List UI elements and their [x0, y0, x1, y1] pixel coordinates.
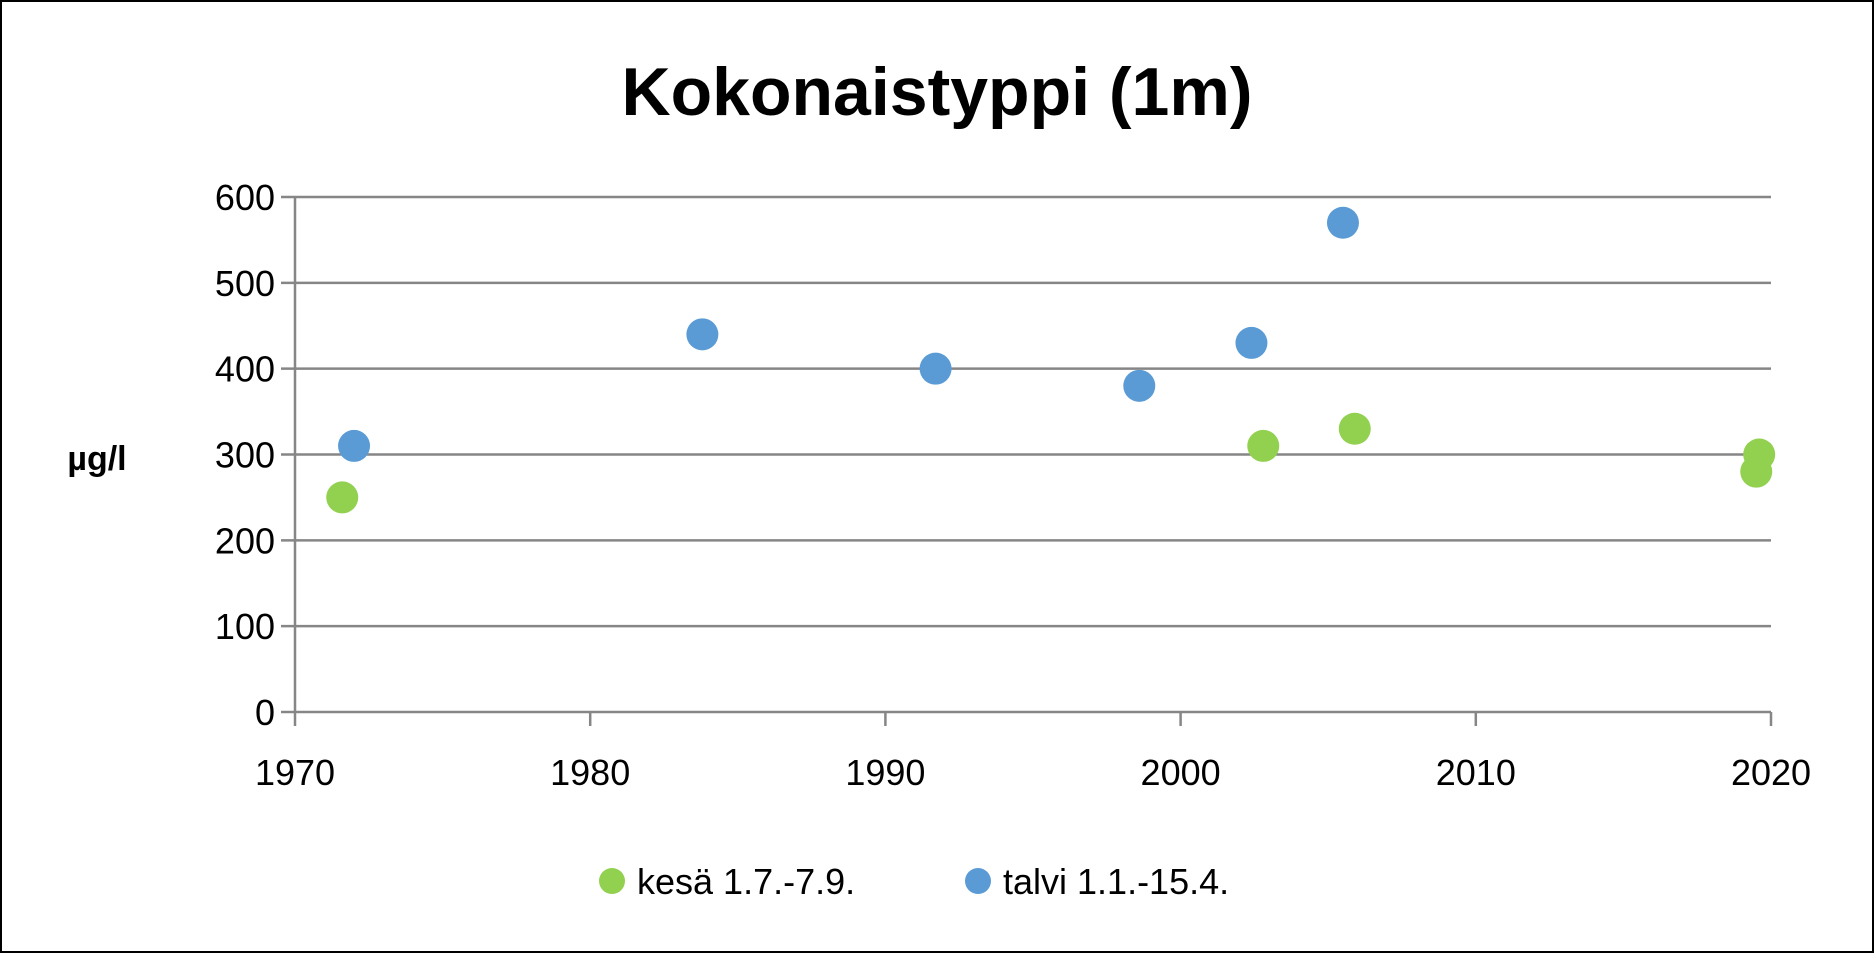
- data-point: [326, 481, 359, 514]
- legend-marker: [599, 868, 625, 894]
- data-point: [1123, 369, 1156, 402]
- x-tick-label: 2010: [1436, 752, 1516, 793]
- data-point: [1740, 455, 1773, 488]
- y-tick-label: 100: [215, 606, 275, 647]
- legend-label: kesä 1.7.-7.9.: [637, 861, 855, 902]
- data-point: [1326, 206, 1359, 239]
- data-point: [1235, 326, 1268, 359]
- y-axis-label: µg/l: [67, 440, 126, 478]
- y-tick-label: 300: [215, 435, 275, 476]
- x-tick-label: 2000: [1141, 752, 1221, 793]
- x-tick-label: 1990: [845, 752, 925, 793]
- x-tick-label: 2020: [1731, 752, 1811, 793]
- x-tick-label: 1980: [550, 752, 630, 793]
- data-point: [919, 352, 952, 385]
- y-tick-label: 0: [255, 692, 275, 733]
- data-point: [1247, 429, 1280, 462]
- y-tick-label: 400: [215, 349, 275, 390]
- y-tick-label: 600: [215, 177, 275, 218]
- y-tick-label: 500: [215, 263, 275, 304]
- y-tick-label: 200: [215, 520, 275, 561]
- data-point: [1338, 412, 1371, 445]
- chart-title: Kokonaistyppi (1m): [622, 54, 1253, 130]
- x-tick-label: 1970: [255, 752, 335, 793]
- data-point: [686, 318, 719, 351]
- data-point: [338, 429, 371, 462]
- legend-marker: [965, 868, 991, 894]
- legend-label: talvi 1.1.-15.4.: [1003, 861, 1229, 902]
